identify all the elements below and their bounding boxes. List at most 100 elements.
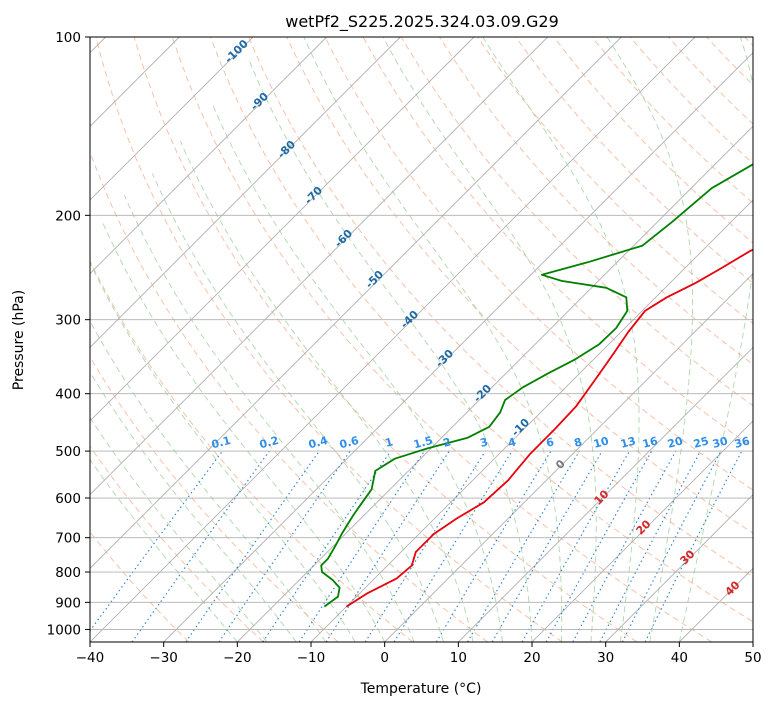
moist-adiabat xyxy=(678,37,753,642)
mixing-ratio-label: 0.2 xyxy=(258,434,280,452)
y-tick-label: 300 xyxy=(55,313,81,329)
dry-adiabat xyxy=(210,37,753,623)
moist-adiabat xyxy=(212,104,503,642)
x-tick-label: −40 xyxy=(76,650,105,666)
dry-adiabat xyxy=(95,37,563,642)
skewed-isotherms xyxy=(90,37,753,642)
isotherm-line xyxy=(90,37,548,496)
isotherm-line xyxy=(90,37,254,201)
mixing-ratio-line xyxy=(185,450,320,642)
mixing-ratio-label: 2 xyxy=(442,435,453,450)
x-tick-label: 40 xyxy=(671,650,688,666)
mixing-ratio-line xyxy=(545,450,653,642)
x-axis-ticks: −40 −30 −20 −10 0 10 20 30 40 50 xyxy=(76,642,762,666)
mixing-ratio-label: 36 xyxy=(733,434,751,451)
mixing-ratio-label: 0.1 xyxy=(210,434,232,452)
moist-adiabat xyxy=(90,371,297,642)
isotherm-line xyxy=(310,199,753,642)
x-tick-label: 10 xyxy=(450,650,467,666)
y-axis-ticks: 100 200 300 400 500 600 700 800 900 1000 xyxy=(47,30,90,638)
mixing-ratio-label: 16 xyxy=(641,434,659,451)
dry-adiabat xyxy=(248,37,753,578)
dry-adiabat xyxy=(515,37,753,284)
isotherm-line xyxy=(90,37,327,275)
chart-title: wetPf2_S225.2025.324.03.09.G29 xyxy=(285,12,559,32)
isotherm-line xyxy=(531,420,753,642)
dry-adiabat xyxy=(133,37,638,642)
mixing-ratio-label: 6 xyxy=(545,435,556,450)
moist-adiabat xyxy=(382,37,597,642)
plot-frame xyxy=(89,36,754,643)
isotherm-line xyxy=(458,346,753,642)
moist-adiabat xyxy=(90,416,268,642)
moist-adiabat xyxy=(123,195,415,642)
dewpoint-profile-line xyxy=(320,163,753,608)
x-tick-label: −20 xyxy=(223,650,252,666)
x-tick-label: −10 xyxy=(297,650,326,666)
mixing-ratio-label: 25 xyxy=(692,434,710,451)
x-tick-label: 0 xyxy=(380,650,389,666)
moist-adiabat xyxy=(151,173,445,642)
moist-adiabat xyxy=(90,320,327,642)
mixing-ratio-line xyxy=(364,450,486,642)
mixing-ratio-line xyxy=(90,450,223,632)
mixing-ratio-lines xyxy=(90,450,743,642)
moist-adiabat xyxy=(482,37,640,642)
isotherm-line xyxy=(90,37,622,569)
mixing-ratio-line xyxy=(491,450,603,642)
dry-adiabat xyxy=(400,37,753,407)
mixing-ratio-line xyxy=(131,450,270,642)
mixing-ratio-line xyxy=(325,450,450,642)
mixing-ratio-label: 4 xyxy=(507,435,518,450)
plot-area: -100-90-80-70-60-50-40-30-20-100.1 0.2 0.4… xyxy=(90,37,753,642)
dry-adiabat xyxy=(591,37,753,204)
x-tick-label: −30 xyxy=(149,650,178,666)
mixing-ratio-label: 1 xyxy=(384,435,395,450)
mixing-ratio-line xyxy=(521,450,630,642)
x-tick-label: 50 xyxy=(744,650,761,666)
moist-adiabat xyxy=(90,261,356,642)
mixing-ratio-label: 8 xyxy=(573,435,584,450)
mixing-ratio-label: 1.5 xyxy=(412,434,434,452)
mixing-ratio-line xyxy=(435,450,552,642)
y-tick-label: 600 xyxy=(55,491,81,507)
y-tick-label: 900 xyxy=(55,595,81,611)
isotherm-line xyxy=(90,37,401,348)
x-tick-label: 20 xyxy=(523,650,540,666)
isotherm-line xyxy=(90,37,475,422)
x-axis-label: Temperature (°C) xyxy=(360,681,482,697)
mixing-ratio-label: 10 xyxy=(592,434,610,451)
y-tick-label: 800 xyxy=(55,565,81,581)
moist-adiabat xyxy=(90,458,238,642)
dry-adiabat xyxy=(629,37,753,165)
mixing-ratio-label: 20 xyxy=(666,434,684,451)
moist-adiabat xyxy=(249,61,533,642)
mixing-ratio-label: 0.4 xyxy=(307,434,330,452)
y-tick-label: 100 xyxy=(55,30,81,46)
isotherm-line xyxy=(163,52,753,642)
y-axis-label: Pressure (hPa) xyxy=(11,290,27,390)
mixing-ratio-label: 3 xyxy=(479,435,490,450)
y-tick-label: 1000 xyxy=(47,622,81,638)
mixing-ratio-line xyxy=(467,450,580,642)
isotherm-line xyxy=(384,273,753,642)
mixing-ratio-line xyxy=(298,450,425,642)
isotherm-line xyxy=(605,494,753,642)
isotherm-line xyxy=(90,37,696,642)
dry-adiabat xyxy=(90,259,414,642)
y-tick-label: 500 xyxy=(55,444,81,460)
mixing-ratio-label: 13 xyxy=(619,434,637,451)
moist-adiabat xyxy=(101,221,386,642)
dry-adiabat xyxy=(171,37,712,642)
mixing-ratio-label: 0.6 xyxy=(338,434,361,452)
dry-adiabat xyxy=(477,37,753,325)
mixing-ratio-line xyxy=(572,450,677,642)
moist-adiabat xyxy=(606,37,694,642)
moist-adiabat xyxy=(303,37,563,642)
temperature-profile-line xyxy=(345,248,753,608)
y-tick-label: 400 xyxy=(55,387,81,403)
y-tick-label: 200 xyxy=(55,208,81,224)
x-tick-label: 30 xyxy=(597,650,614,666)
mixing-ratio-label: 30 xyxy=(711,434,729,451)
